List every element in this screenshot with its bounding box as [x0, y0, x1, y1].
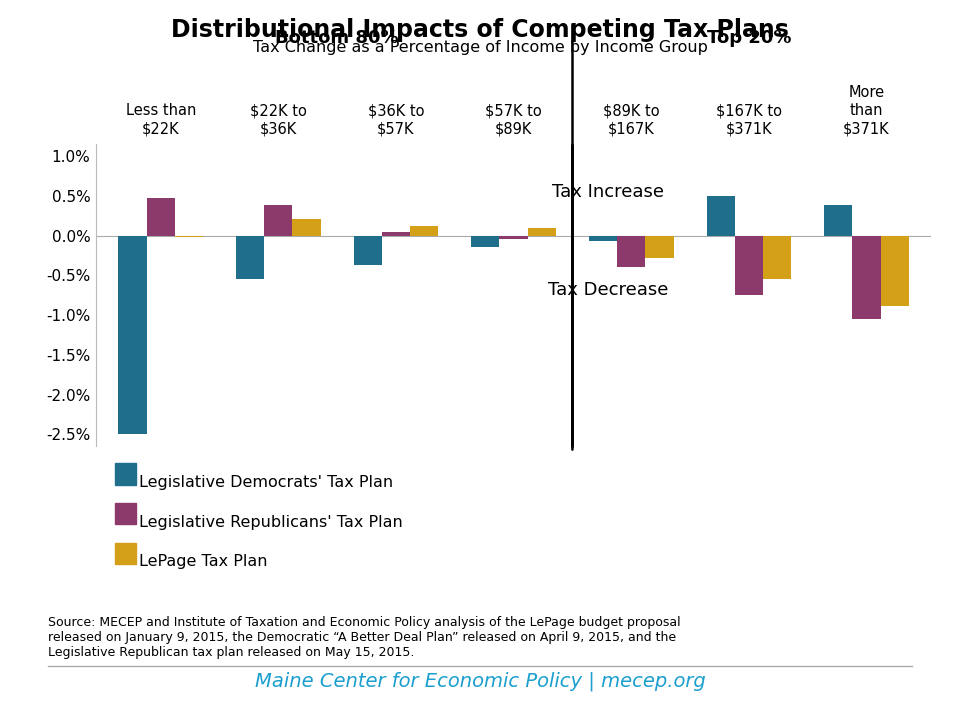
- Bar: [175, 235, 204, 237]
- Bar: [410, 226, 439, 235]
- Bar: [236, 235, 264, 279]
- Bar: [617, 235, 645, 267]
- Text: LePage Tax Plan: LePage Tax Plan: [139, 554, 268, 570]
- Text: Less than
$22K: Less than $22K: [126, 103, 196, 137]
- Bar: [264, 205, 293, 235]
- Text: Legislative Democrats' Tax Plan: Legislative Democrats' Tax Plan: [139, 475, 394, 490]
- Bar: [528, 228, 556, 235]
- Bar: [645, 235, 674, 258]
- Bar: [852, 235, 880, 319]
- Text: $167K to
$371K: $167K to $371K: [716, 103, 781, 137]
- Text: Maine Center for Economic Policy | mecep.org: Maine Center for Economic Policy | mecep…: [254, 672, 706, 691]
- Text: More
than
$371K: More than $371K: [843, 84, 890, 137]
- Bar: [707, 196, 734, 235]
- Text: $57K to
$89K: $57K to $89K: [485, 103, 542, 137]
- Text: $36K to
$57K: $36K to $57K: [368, 103, 424, 137]
- Bar: [382, 232, 410, 235]
- Bar: [471, 235, 499, 248]
- Text: Top 20%: Top 20%: [707, 29, 791, 47]
- Bar: [824, 205, 852, 235]
- Bar: [118, 235, 147, 434]
- Bar: [734, 235, 763, 295]
- Text: Legislative Republicans' Tax Plan: Legislative Republicans' Tax Plan: [139, 515, 403, 530]
- Bar: [763, 235, 791, 279]
- Text: Source: MECEP and Institute of Taxation and Economic Policy analysis of the LePa: Source: MECEP and Institute of Taxation …: [48, 616, 681, 659]
- Bar: [293, 219, 321, 235]
- Bar: [588, 235, 617, 241]
- Text: $22K to
$36K: $22K to $36K: [250, 103, 307, 137]
- Bar: [147, 198, 175, 235]
- Text: Tax Decrease: Tax Decrease: [547, 281, 668, 299]
- Bar: [353, 235, 382, 265]
- Bar: [499, 235, 528, 239]
- Text: Tax Change as a Percentage of Income by Income Group: Tax Change as a Percentage of Income by …: [252, 40, 708, 55]
- Bar: [880, 235, 909, 305]
- Text: Bottom 80%: Bottom 80%: [276, 29, 399, 47]
- Text: $89K to
$167K: $89K to $167K: [603, 103, 660, 137]
- Text: Distributional Impacts of Competing Tax Plans: Distributional Impacts of Competing Tax …: [171, 18, 789, 42]
- Text: Tax Increase: Tax Increase: [552, 183, 663, 201]
